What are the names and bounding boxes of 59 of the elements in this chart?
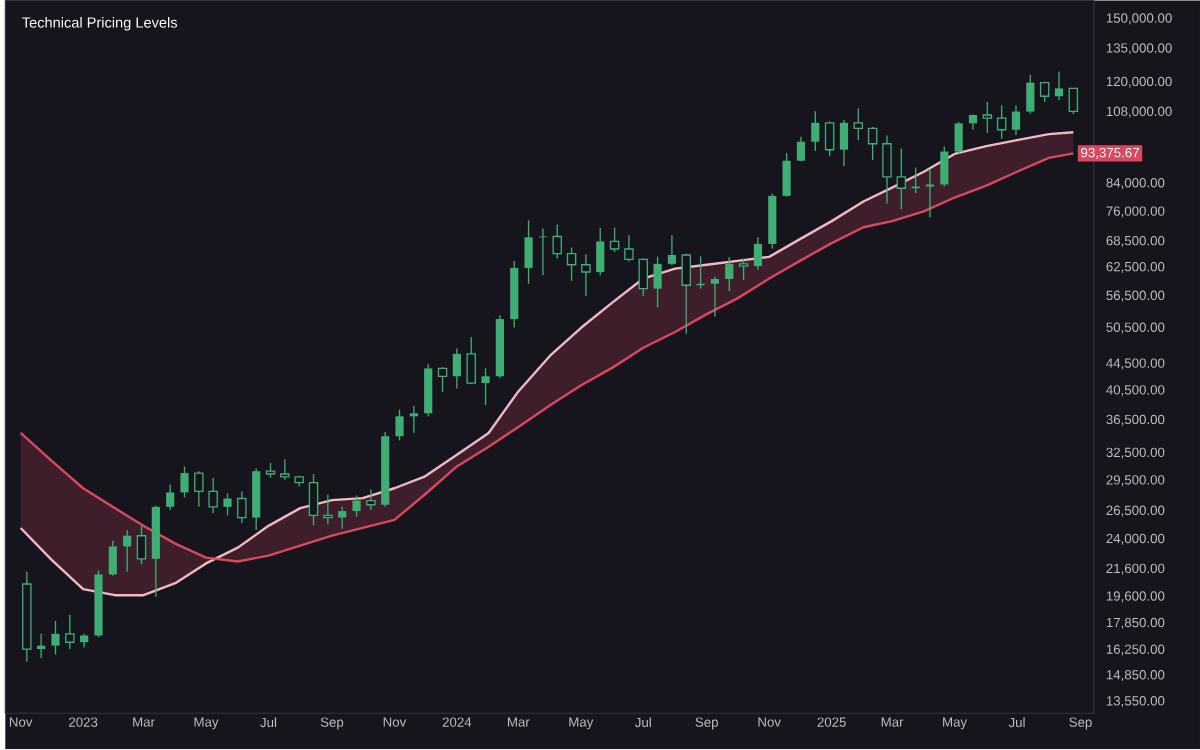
candlestick — [180, 466, 189, 499]
candlestick — [638, 258, 649, 298]
candlestick — [596, 227, 605, 277]
candlestick — [581, 253, 591, 298]
candlestick — [65, 614, 75, 651]
candlestick — [352, 495, 361, 518]
candlestick — [166, 484, 175, 512]
candlestick — [252, 468, 261, 531]
candlestick — [524, 219, 533, 285]
candlestick — [538, 228, 547, 277]
candlestick — [409, 405, 418, 434]
candlestick — [653, 256, 662, 309]
candlestick — [925, 168, 935, 219]
candlestick — [366, 489, 376, 512]
candlestick — [395, 409, 404, 442]
candlestick — [824, 121, 835, 158]
candlestick — [609, 227, 620, 254]
candlestick — [237, 491, 247, 525]
candlestick — [624, 234, 634, 263]
candlestick — [481, 368, 490, 407]
candlestick — [1068, 87, 1079, 115]
candlestick — [1039, 81, 1050, 103]
candlestick — [839, 119, 849, 168]
candlestick — [882, 135, 892, 205]
candlestick — [1054, 71, 1064, 102]
candlestick — [796, 136, 806, 163]
candlestick — [280, 459, 290, 481]
candlestick — [208, 477, 218, 515]
candlestick — [123, 529, 132, 573]
candlestick — [811, 111, 820, 152]
candlestick — [710, 276, 720, 318]
candlestick — [867, 126, 878, 162]
candlestick — [452, 348, 461, 390]
candlestick — [681, 253, 692, 335]
candlestick — [954, 121, 963, 155]
candlestick — [782, 152, 791, 198]
candlestick — [338, 506, 347, 530]
candlestick — [466, 336, 476, 385]
candlestick — [725, 256, 734, 293]
candlestick — [223, 493, 232, 517]
candlestick — [308, 473, 319, 527]
candlestick — [896, 148, 907, 211]
candlestick — [566, 247, 577, 282]
candlestick — [1011, 105, 1021, 137]
candlestick — [738, 258, 749, 282]
candlestick — [437, 366, 448, 394]
candlestick — [667, 234, 677, 267]
candlestick — [194, 470, 204, 508]
candlestick — [552, 224, 562, 260]
candlestick — [323, 494, 333, 526]
candlestick — [1026, 74, 1035, 115]
candlestick — [753, 237, 763, 271]
candlestick — [853, 107, 864, 142]
candlestick — [424, 363, 433, 418]
candlestick — [51, 620, 60, 656]
candlestick — [108, 540, 117, 577]
candlestick — [940, 146, 949, 188]
candlestick — [982, 101, 993, 134]
candlestick — [136, 525, 147, 565]
